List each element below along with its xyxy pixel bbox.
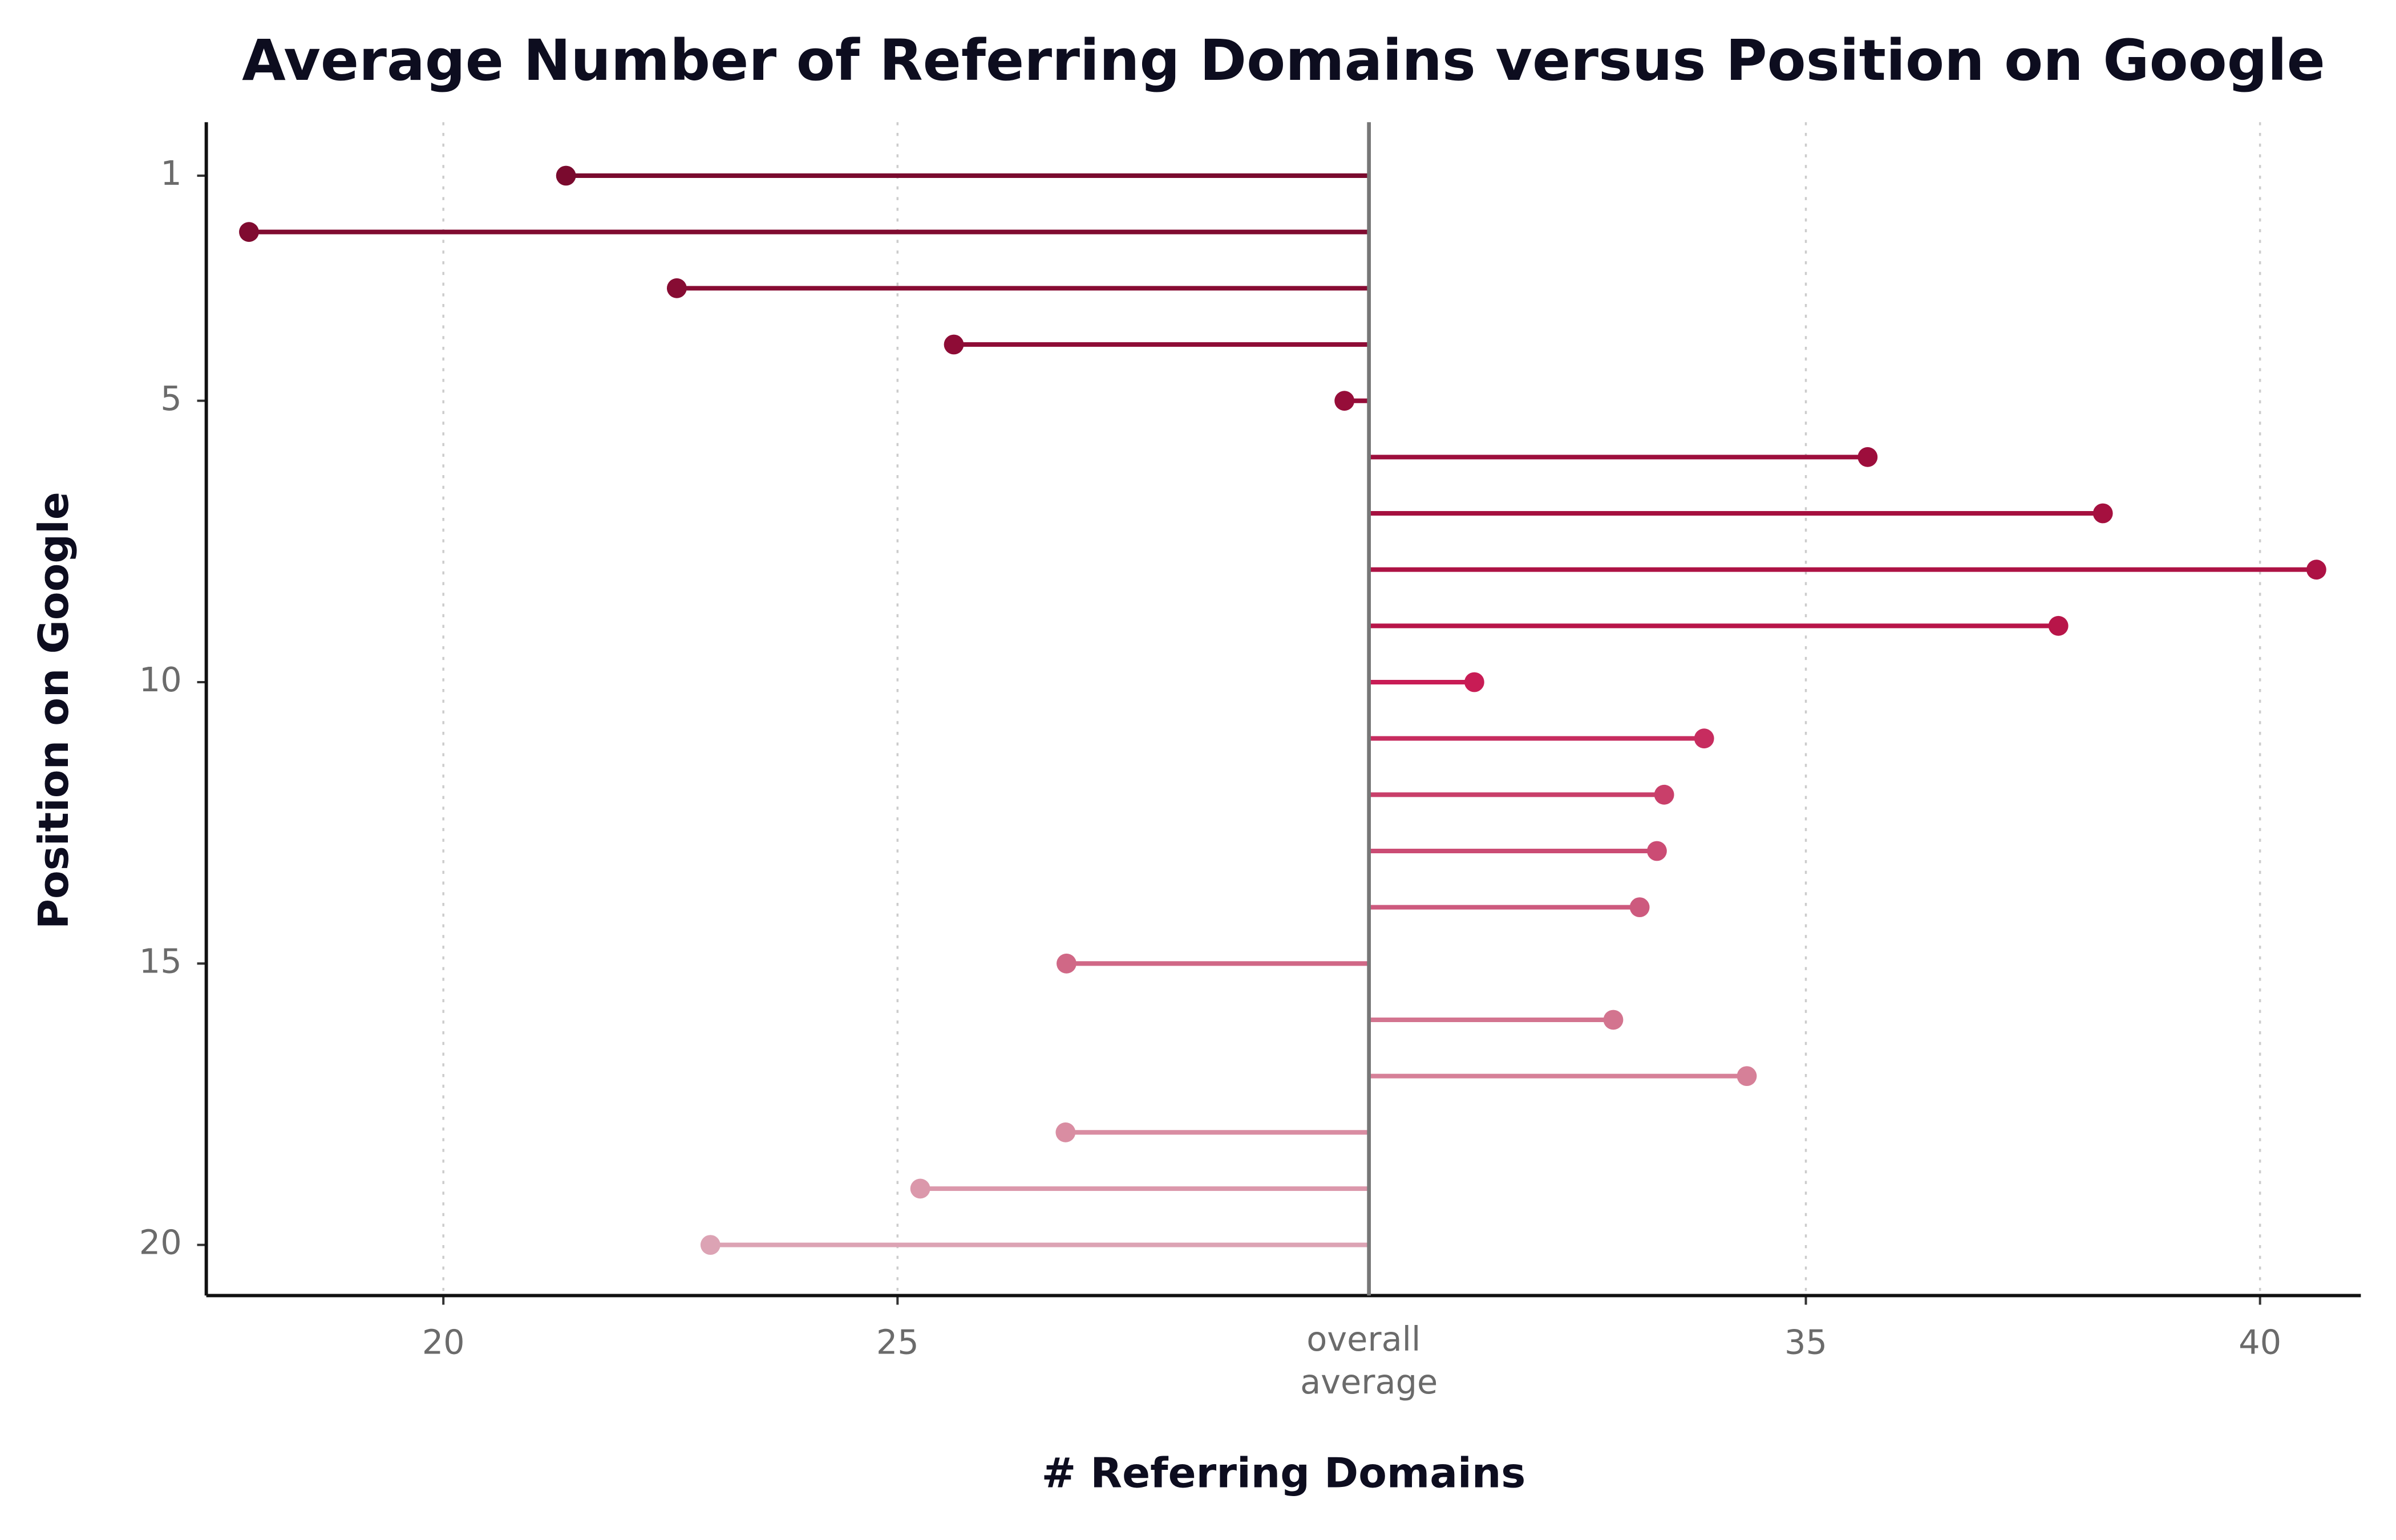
dot <box>1857 447 1878 467</box>
x-tick-label: 25 <box>876 1322 919 1361</box>
dot <box>2306 560 2326 580</box>
x-tick-label: 20 <box>422 1322 465 1361</box>
x-tick-label: overall average <box>1300 1319 1438 1401</box>
dot <box>1646 841 1667 861</box>
dot <box>1334 391 1355 411</box>
dot <box>1464 672 1484 692</box>
x-axis-label: # Referring Domains <box>1042 1450 1526 1498</box>
y-tick-label: 5 <box>160 379 181 418</box>
dot <box>1055 1122 1076 1142</box>
dot <box>1603 1010 1624 1030</box>
dot <box>1737 1066 1757 1087</box>
dot <box>1057 953 1076 974</box>
y-tick-label: 1 <box>160 153 181 193</box>
x-tick-label: 35 <box>1784 1322 1827 1361</box>
dot <box>556 165 576 186</box>
y-axis-label: Position on Google <box>30 492 78 929</box>
dot <box>1694 728 1714 749</box>
y-tick-label: 10 <box>139 660 182 699</box>
x-tick-label: 40 <box>2239 1322 2281 1361</box>
dot <box>700 1235 721 1255</box>
dot <box>666 278 687 298</box>
dot <box>2048 615 2069 636</box>
chart-title: Average Number of Referring Domains vers… <box>242 28 2325 94</box>
dot <box>910 1178 930 1199</box>
y-tick-label: 15 <box>139 941 182 980</box>
dot <box>1654 784 1674 805</box>
y-tick-label: 20 <box>139 1223 182 1262</box>
dot <box>1629 897 1650 918</box>
dot <box>2093 503 2113 524</box>
dot <box>239 222 259 242</box>
dot <box>944 334 964 355</box>
